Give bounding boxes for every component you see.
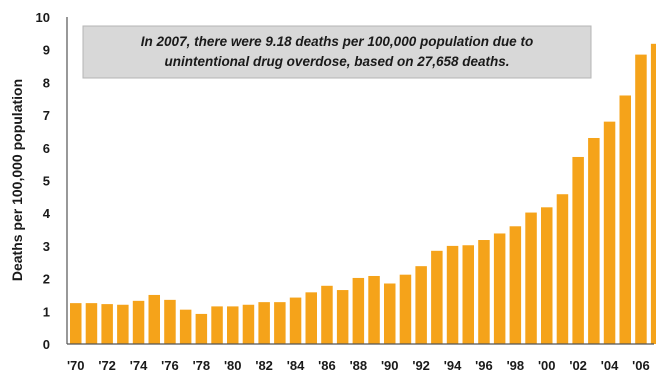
bar-2003 xyxy=(588,137,600,344)
bar-1981 xyxy=(242,304,255,344)
x-tick-label: '84 xyxy=(287,358,305,373)
x-tick-label: '00 xyxy=(538,358,556,373)
annotation-background xyxy=(82,25,592,79)
bar-2005 xyxy=(619,95,631,344)
bar-1994 xyxy=(446,245,459,344)
bar-1979 xyxy=(211,306,223,344)
bar-2004 xyxy=(603,121,616,344)
bar-1978 xyxy=(195,313,208,344)
bar-2002 xyxy=(572,156,584,344)
bar-1997 xyxy=(493,233,506,344)
bar-1974 xyxy=(132,300,145,344)
y-tick-label: 0 xyxy=(43,337,50,352)
y-tick-label: 4 xyxy=(43,206,51,221)
bar-1975 xyxy=(148,294,160,344)
bar-1971 xyxy=(85,303,98,345)
bar-2007 xyxy=(650,43,656,345)
y-tick-label: 8 xyxy=(43,75,50,90)
bar-1985 xyxy=(305,292,317,344)
y-tick-label: 7 xyxy=(43,108,50,123)
y-tick-label: 1 xyxy=(43,304,50,319)
y-axis-ticks: 0 1 2 3 4 5 6 7 8 9 10 xyxy=(36,10,51,352)
x-tick-label: '96 xyxy=(475,358,493,373)
x-tick-label: '80 xyxy=(224,358,242,373)
y-tick-label: 2 xyxy=(43,272,50,287)
y-tick-label: 3 xyxy=(43,239,50,254)
annotation-box: In 2007, there were 9.18 deaths per 100,… xyxy=(82,25,592,79)
x-tick-label: '88 xyxy=(350,358,368,373)
bar-1990 xyxy=(384,283,396,344)
bar-1983 xyxy=(274,302,286,344)
bar-2000 xyxy=(541,207,553,344)
bar-1972 xyxy=(101,304,113,344)
x-tick-label: '04 xyxy=(601,358,619,373)
bar-1993 xyxy=(431,250,443,344)
bar-1992 xyxy=(415,266,427,344)
bar-1998 xyxy=(509,226,522,344)
bar-1984 xyxy=(289,297,302,344)
x-axis-ticks: '70 '72 '74 '76 '78 '80 '82 '84 '86 '88 '90 '92 '94 '… xyxy=(67,358,650,373)
bar-1973 xyxy=(117,304,129,344)
x-tick-label: '86 xyxy=(318,358,336,373)
bar-1980 xyxy=(227,306,239,344)
x-tick-label: '94 xyxy=(444,358,462,373)
y-tick-label: 6 xyxy=(43,141,50,156)
bars xyxy=(70,43,656,345)
x-tick-label: '92 xyxy=(412,358,430,373)
bar-1996 xyxy=(478,240,490,344)
bar-2006 xyxy=(635,54,647,345)
x-tick-label: '70 xyxy=(67,358,85,373)
bar-1982 xyxy=(258,302,270,344)
bar-1976 xyxy=(164,299,176,344)
x-tick-label: '76 xyxy=(161,358,179,373)
x-tick-label: '02 xyxy=(569,358,587,373)
bar-1987 xyxy=(336,290,349,344)
bar-2001 xyxy=(556,194,569,344)
bar-1977 xyxy=(179,309,192,344)
y-tick-label: 5 xyxy=(43,174,50,189)
x-tick-label: '06 xyxy=(632,358,650,373)
bar-1991 xyxy=(399,274,412,344)
x-tick-label: '78 xyxy=(193,358,211,373)
bar-1999 xyxy=(525,212,537,344)
y-axis-label: Deaths per 100,000 population xyxy=(9,79,25,281)
x-tick-label: '82 xyxy=(255,358,273,373)
x-tick-label: '74 xyxy=(130,358,148,373)
y-tick-label: 10 xyxy=(36,10,50,25)
bar-1986 xyxy=(321,285,333,344)
x-tick-label: '90 xyxy=(381,358,399,373)
bar-1988 xyxy=(352,277,365,344)
y-tick-label: 9 xyxy=(43,43,50,58)
bar-1989 xyxy=(368,275,380,344)
x-tick-label: '72 xyxy=(98,358,116,373)
x-tick-label: '98 xyxy=(507,358,525,373)
annotation-line-2: unintentional drug overdose, based on 27… xyxy=(164,54,509,69)
bar-1970 xyxy=(70,303,82,345)
annotation-line-1: In 2007, there were 9.18 deaths per 100,… xyxy=(141,34,533,49)
bar-1995 xyxy=(462,245,474,344)
